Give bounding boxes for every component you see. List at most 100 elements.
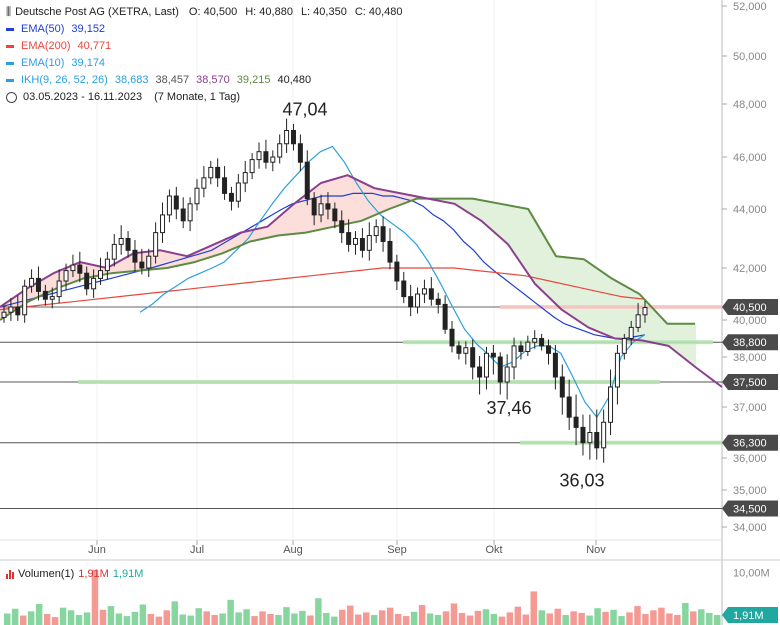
cloud-slice: [602, 271, 605, 334]
candle-body: [594, 432, 600, 449]
candle-body: [304, 161, 310, 200]
cloud-slice: [76, 263, 79, 282]
cloud-slice: [400, 193, 403, 205]
cloud-slice: [42, 279, 45, 296]
cloud-slice: [324, 182, 327, 229]
cloud-slice: [640, 294, 643, 341]
cloud-slice: [382, 189, 385, 213]
candle-body: [566, 396, 572, 418]
cloud-slice: [544, 235, 547, 293]
volume-bar: [187, 615, 194, 625]
y-axis: 52,000 50,000 48,000 46,000 44,000 42,000 40,0…: [722, 1, 767, 534]
cloud-slice: [668, 323, 671, 346]
cloud-slice: [232, 236, 235, 250]
cloud-slice: [28, 288, 31, 302]
candle-body: [366, 235, 372, 251]
cloud-slice: [472, 198, 475, 215]
volume-bar: [4, 613, 11, 625]
candle-body: [552, 352, 558, 378]
cloud-slice: [122, 259, 125, 273]
cloud-slice: [252, 230, 255, 242]
cloud-slice: [256, 229, 259, 241]
candle-body: [290, 130, 296, 145]
volume-bar: [203, 611, 210, 625]
cloud-slice: [596, 267, 599, 331]
candle-body: [311, 198, 317, 216]
cloud-slice: [132, 254, 135, 272]
volume-bar: [219, 613, 226, 625]
cloud-slice: [54, 272, 57, 290]
x-tick-label: Okt: [485, 544, 502, 556]
cloud-slice: [126, 257, 129, 272]
cloud-slice: [560, 256, 563, 309]
volume-bar: [674, 615, 681, 625]
volume-bar: [690, 611, 697, 625]
cloud-slice: [604, 273, 607, 334]
cloud-slice: [406, 194, 409, 203]
volume-bar: [291, 613, 298, 625]
cloud-slice: [374, 188, 377, 216]
cloud-slice: [342, 176, 345, 225]
candle-body: [180, 208, 186, 222]
volume-value-1: 1,91M: [78, 568, 109, 580]
volume-bar: [91, 569, 99, 625]
cloud-slice: [14, 297, 17, 311]
cloud-slice: [316, 186, 319, 231]
cloud-slice: [674, 323, 677, 351]
legend-indicator-0: EMA(50) 39,152: [6, 21, 403, 38]
y-tick-label: 46,000: [733, 152, 767, 164]
cloud-slice: [152, 251, 155, 270]
cloud-slice: [242, 232, 245, 245]
cloud-slice: [192, 254, 195, 263]
level-tag: 38,800: [722, 334, 778, 351]
cloud-slice: [576, 258, 579, 320]
volume-tick-label: 10,00M: [733, 568, 770, 580]
volume-bar: [27, 611, 35, 625]
volume-bar: [19, 615, 27, 625]
cloud-slice: [156, 250, 159, 270]
cloud-slice: [56, 272, 59, 289]
volume-bar: [554, 608, 561, 625]
volume-bar: [562, 615, 569, 625]
candle-body: [601, 421, 607, 449]
cloud-slice: [672, 323, 675, 349]
cloud-slice: [116, 263, 119, 273]
cloud-slice: [52, 274, 55, 291]
candle-body: [442, 303, 448, 330]
cloud-slice: [218, 242, 221, 255]
volume-bar: [450, 603, 458, 625]
candle-body: [42, 290, 48, 300]
candle-body: [284, 130, 290, 145]
cloud-slice: [582, 258, 585, 324]
volume-bar: [386, 607, 394, 625]
candle-body: [249, 159, 255, 174]
cloud-slice: [656, 311, 659, 344]
ohlc-open: O: 40,500: [188, 6, 238, 18]
cloud-slice: [372, 187, 375, 217]
cloud-slice: [462, 198, 465, 209]
volume-bar: [299, 610, 306, 625]
volume-bar: [195, 608, 202, 625]
cloud-slice: [216, 243, 219, 256]
volume-bar: [331, 616, 338, 625]
cloud-slice: [234, 235, 237, 249]
cloud-slice: [664, 320, 667, 345]
candle-body: [153, 232, 159, 257]
cloud-slice: [206, 247, 209, 259]
cloud-slice: [300, 199, 303, 234]
cloud-slice: [468, 198, 471, 213]
cloud-slice: [140, 252, 143, 271]
cloud-slice: [558, 256, 561, 307]
legend-indicator-3: IKH(9, 26, 52, 26) 38,683 38,457 38,570 39,2…: [6, 72, 403, 89]
x-tick-label: Nov: [586, 544, 606, 556]
cloud-slice: [548, 242, 551, 297]
candle-body: [270, 156, 276, 163]
volume-bar: [123, 616, 131, 625]
cloud-slice: [348, 175, 351, 224]
cloud-slice: [556, 256, 559, 305]
cloud-slice: [384, 190, 387, 212]
cloud-slice: [92, 264, 95, 277]
cloud-slice: [680, 323, 683, 355]
volume-bar: [11, 608, 19, 625]
volume-bar: [642, 613, 649, 625]
